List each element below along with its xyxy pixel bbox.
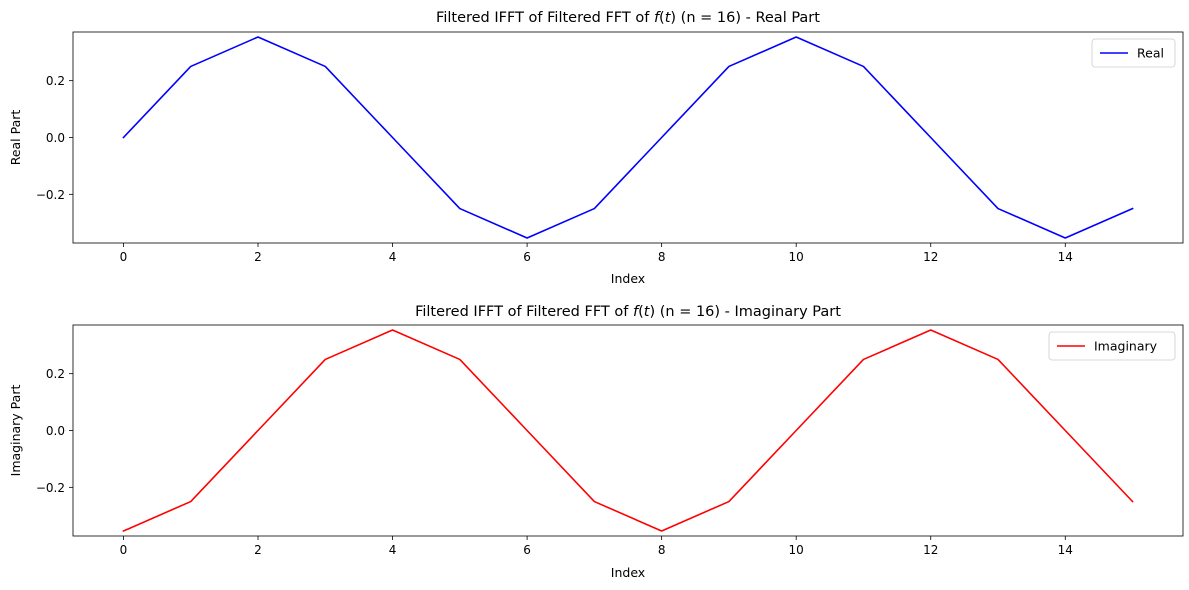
x-tick-label-imaginary-1: 2 bbox=[254, 543, 262, 557]
y-tick-label-real-0: −0.2 bbox=[36, 188, 65, 202]
x-tick-label-real-5: 10 bbox=[789, 250, 804, 264]
x-axis-label-imaginary: Index bbox=[611, 565, 645, 580]
y-tick-label-real-1: 0.0 bbox=[46, 131, 65, 145]
imaginary-part-chart: Filtered IFFT of Filtered FFT of f(t) (n… bbox=[8, 304, 1184, 580]
series-line-real bbox=[122, 36, 1134, 239]
x-tick-label-imaginary-7: 14 bbox=[1058, 543, 1073, 557]
y-tick-label-imaginary-2: 0.2 bbox=[46, 367, 65, 381]
x-tick-label-imaginary-0: 0 bbox=[120, 543, 128, 557]
y-tick-label-imaginary-1: 0.0 bbox=[46, 424, 65, 438]
y-axis-label-imaginary: Imaginary Part bbox=[8, 385, 23, 477]
x-axis-label-real: Index bbox=[611, 271, 645, 286]
x-tick-label-real-2: 4 bbox=[389, 250, 397, 264]
imaginary-axes-frame bbox=[72, 324, 1184, 537]
legend-box-real bbox=[1091, 38, 1176, 68]
legend-imaginary: Imaginary bbox=[1048, 331, 1176, 361]
legend-label-imaginary: Imaginary bbox=[1094, 339, 1158, 354]
y-tick-label-real-2: 0.2 bbox=[46, 74, 65, 88]
x-tick-label-imaginary-5: 10 bbox=[789, 543, 804, 557]
x-tick-label-real-7: 14 bbox=[1058, 250, 1073, 264]
real-axes-frame bbox=[72, 31, 1184, 244]
x-tick-label-imaginary-6: 12 bbox=[923, 543, 938, 557]
real-plot-area: 0 2 4 6 8 10 12 14 −0.2 0.0 0.2 bbox=[36, 36, 1134, 264]
x-tick-label-real-1: 2 bbox=[254, 250, 262, 264]
y-axis-label-real: Real Part bbox=[8, 110, 23, 166]
y-tick-label-imaginary-0: −0.2 bbox=[36, 481, 65, 495]
x-tick-label-real-4: 8 bbox=[658, 250, 666, 264]
x-tick-label-imaginary-2: 4 bbox=[389, 543, 397, 557]
chart-title-imaginary: Filtered IFFT of Filtered FFT of f(t) (n… bbox=[415, 304, 841, 320]
series-line-imaginary bbox=[122, 329, 1134, 533]
x-tick-label-real-6: 12 bbox=[923, 250, 938, 264]
imaginary-plot-area: 0 2 4 6 8 10 12 14 −0.2 0.0 0.2 bbox=[36, 329, 1134, 557]
chart-title-real: Filtered IFFT of Filtered FFT of f(t) (n… bbox=[436, 10, 820, 26]
x-tick-label-real-0: 0 bbox=[120, 250, 128, 264]
legend-box-imaginary bbox=[1048, 331, 1176, 361]
x-tick-label-real-3: 6 bbox=[523, 250, 531, 264]
x-tick-label-imaginary-3: 6 bbox=[523, 543, 531, 557]
legend-real: Real bbox=[1091, 38, 1176, 68]
legend-label-real: Real bbox=[1137, 46, 1164, 61]
x-tick-label-imaginary-4: 8 bbox=[658, 543, 666, 557]
real-part-chart: Filtered IFFT of Filtered FFT of f(t) (n… bbox=[8, 10, 1184, 286]
